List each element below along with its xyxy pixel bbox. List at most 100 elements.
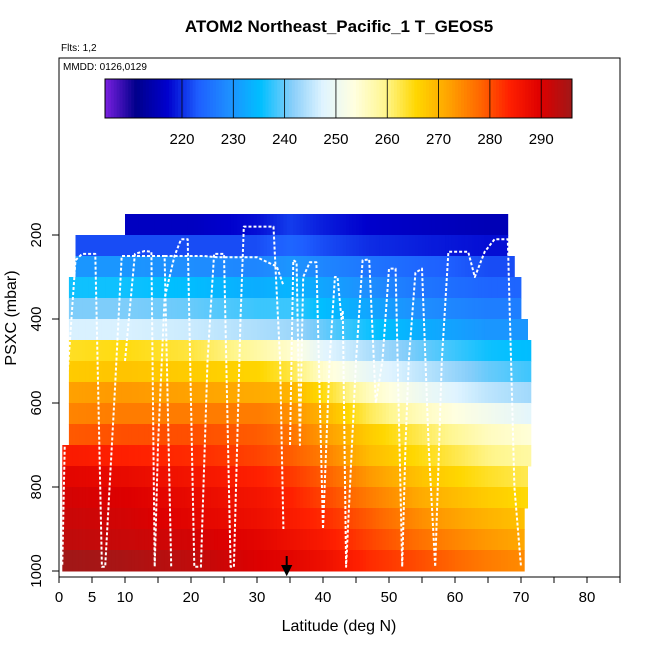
colorbar-swatch xyxy=(300,79,304,118)
heatmap-cell xyxy=(418,298,423,320)
heatmap-cell xyxy=(115,445,119,467)
heatmap-cell xyxy=(290,529,294,551)
heatmap-cell xyxy=(481,361,486,383)
heatmap-cell xyxy=(98,277,103,299)
heatmap-cell xyxy=(72,529,76,551)
heatmap-cell xyxy=(194,424,198,446)
heatmap-cell xyxy=(408,277,413,299)
heatmap-cell xyxy=(303,445,307,467)
heatmap-cell xyxy=(101,466,106,488)
heatmap-cell xyxy=(431,235,436,257)
heatmap-cell xyxy=(389,424,393,446)
heatmap-cell xyxy=(266,256,271,278)
colorbar-swatch xyxy=(449,79,453,118)
heatmap-cell xyxy=(412,550,416,572)
heatmap-cell xyxy=(488,466,492,488)
heatmap-cell xyxy=(151,235,156,257)
heatmap-cell xyxy=(501,529,505,551)
heatmap-cell xyxy=(191,319,195,341)
heatmap-cell xyxy=(72,508,76,530)
heatmap-cell xyxy=(362,529,367,551)
heatmap-cell xyxy=(134,319,139,341)
heatmap-cell xyxy=(72,487,76,509)
colorbar-swatch xyxy=(177,79,182,118)
heatmap-cell xyxy=(408,529,413,551)
heatmap-cell xyxy=(65,487,70,509)
heatmap-cell xyxy=(276,340,281,362)
heatmap-cell xyxy=(306,340,311,362)
heatmap-cell xyxy=(253,424,258,446)
heatmap-cell xyxy=(227,214,231,236)
colorbar-swatch xyxy=(423,79,427,118)
heatmap-cell xyxy=(507,487,512,509)
heatmap-cell xyxy=(319,235,324,257)
heatmap-cell xyxy=(217,361,222,383)
heatmap-cell xyxy=(379,298,383,320)
colorbar-swatch xyxy=(215,79,220,118)
heatmap-cell xyxy=(474,214,479,236)
heatmap-cell xyxy=(418,361,423,383)
heatmap-cell xyxy=(425,445,429,467)
heatmap-cell xyxy=(200,361,205,383)
heatmap-cell xyxy=(524,361,528,383)
heatmap-cell xyxy=(78,256,83,278)
heatmap-cell xyxy=(171,214,175,236)
heatmap-cell xyxy=(230,256,235,278)
heatmap-cell xyxy=(85,550,90,572)
heatmap-cell xyxy=(78,466,83,488)
heatmap-cell xyxy=(455,298,459,320)
heatmap-cell xyxy=(521,403,525,425)
heatmap-cell xyxy=(214,235,218,257)
heatmap-cell xyxy=(464,466,469,488)
heatmap-cell xyxy=(108,235,113,257)
heatmap-cell xyxy=(148,466,152,488)
heatmap-cell xyxy=(478,445,482,467)
heatmap-cell xyxy=(385,424,390,446)
heatmap-cell xyxy=(362,361,367,383)
heatmap-cell xyxy=(184,214,189,236)
heatmap-cell xyxy=(128,382,132,404)
heatmap-cell xyxy=(402,340,406,362)
heatmap-cell xyxy=(303,403,307,425)
heatmap-cell xyxy=(369,256,373,278)
heatmap-cell xyxy=(504,382,509,404)
heatmap-cell xyxy=(356,382,360,404)
heatmap-cell xyxy=(144,298,149,320)
heatmap-cell xyxy=(174,550,179,572)
heatmap-cell xyxy=(207,445,212,467)
heatmap-cell xyxy=(488,550,492,572)
heatmap-cell xyxy=(191,214,195,236)
heatmap-cell xyxy=(501,508,505,530)
heatmap-cell xyxy=(250,256,255,278)
heatmap-cell xyxy=(458,403,462,425)
heatmap-cell xyxy=(461,424,466,446)
heatmap-cell xyxy=(260,277,264,299)
heatmap-cell xyxy=(339,214,344,236)
heatmap-cell xyxy=(220,424,225,446)
heatmap-cell xyxy=(227,235,231,257)
heatmap-cell xyxy=(167,256,172,278)
heatmap-cell xyxy=(382,361,387,383)
heatmap-cell xyxy=(88,403,93,425)
heatmap-cell xyxy=(95,529,99,551)
colorbar-swatch xyxy=(350,79,354,118)
heatmap-cell xyxy=(82,445,86,467)
heatmap-cell xyxy=(491,277,495,299)
heatmap-cell xyxy=(514,529,519,551)
heatmap-cell xyxy=(464,382,469,404)
heatmap-cell xyxy=(233,382,238,404)
heatmap-cell xyxy=(115,529,119,551)
colorbar-swatch xyxy=(262,79,267,118)
heatmap-cell xyxy=(286,403,291,425)
heatmap-cell xyxy=(224,529,228,551)
heatmap-cell xyxy=(306,361,311,383)
heatmap-cell xyxy=(346,235,350,257)
heatmap-cell xyxy=(448,256,453,278)
heatmap-cell xyxy=(108,340,113,362)
heatmap-cell xyxy=(332,256,337,278)
heatmap-cell xyxy=(415,550,420,572)
heatmap-cell xyxy=(200,508,205,530)
heatmap-cell xyxy=(428,487,433,509)
heatmap-cell xyxy=(395,487,400,509)
heatmap-cell xyxy=(184,403,189,425)
